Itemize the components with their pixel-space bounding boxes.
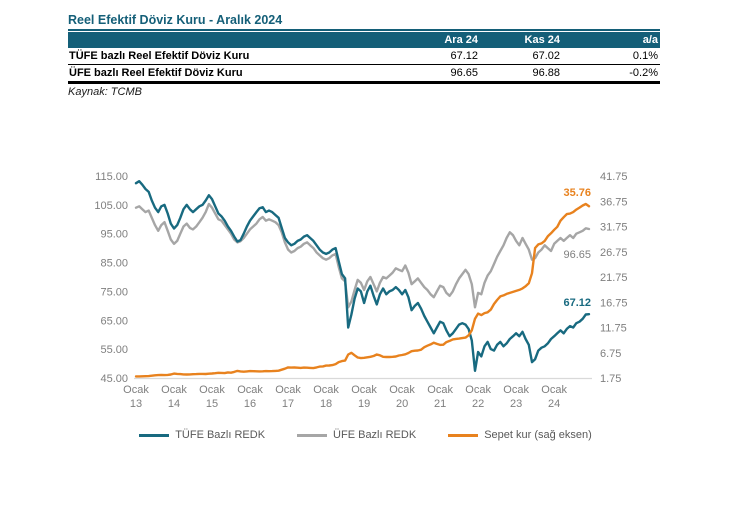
title-underline xyxy=(68,29,660,31)
x-axis-tick-label-month: Ocak xyxy=(427,384,453,396)
series-end-label-2: 35.76 xyxy=(563,187,591,199)
tufe-aa-value: 0.1% xyxy=(562,48,660,65)
x-axis-tick-label-month: Ocak xyxy=(313,384,339,396)
right-axis-tick-label: 16.75 xyxy=(600,297,628,309)
right-axis-tick-label: 11.75 xyxy=(600,323,627,335)
x-axis-tick-label-month: Ocak xyxy=(503,384,529,396)
ufe-ara24-value: 96.65 xyxy=(388,64,480,84)
left-axis-tick-label: 45.00 xyxy=(100,373,128,385)
x-axis-tick-label-month: Ocak xyxy=(541,384,567,396)
x-axis-tick-label-month: Ocak xyxy=(465,384,491,396)
x-axis-tick-label-month: Ocak xyxy=(389,384,415,396)
legend-item-sepet: Sepet kur (sağ eksen) xyxy=(448,429,592,441)
summary-table: Ara 24 Kas 24 a/a TÜFE bazlı Reel Efekti… xyxy=(68,32,660,84)
legend-label-tufe: TÜFE Bazlı REDK xyxy=(175,429,266,441)
legend-line-sample-ufe xyxy=(297,433,328,437)
legend-item-tufe: TÜFE Bazlı REDK xyxy=(139,429,265,441)
left-axis-tick-label: 75.00 xyxy=(100,286,128,298)
table-header-row: Ara 24 Kas 24 a/a xyxy=(68,32,660,48)
left-axis-tick-label: 65.00 xyxy=(100,315,128,327)
left-axis-tick-label: 85.00 xyxy=(100,258,128,270)
right-axis-tick-label: 1.75 xyxy=(600,373,621,385)
legend-label-sepet: Sepet kur (sağ eksen) xyxy=(484,429,592,441)
x-axis-tick-label-year: 13 xyxy=(130,398,142,410)
x-axis-tick-label-year: 14 xyxy=(168,398,180,410)
x-axis-tick-label-year: 17 xyxy=(282,398,294,410)
table-row-tufe: TÜFE bazlı Reel Efektif Döviz Kuru 67.12… xyxy=(68,48,660,65)
right-axis-tick-label: 6.75 xyxy=(600,348,621,360)
row-label-tufe: TÜFE bazlı Reel Efektif Döviz Kuru xyxy=(68,48,388,65)
left-axis-tick-label: 105.00 xyxy=(94,200,128,212)
x-axis-tick-label-year: 20 xyxy=(396,398,408,410)
x-axis-tick-label-month: Ocak xyxy=(199,384,225,396)
left-axis-tick-label: 55.00 xyxy=(100,344,128,356)
right-axis-tick-label: 41.75 xyxy=(600,171,628,183)
x-axis-tick-label-year: 24 xyxy=(548,398,560,410)
table-header-kas24: Kas 24 xyxy=(480,32,562,48)
tufe-kas24-value: 67.02 xyxy=(480,48,562,65)
ufe-kas24-value: 96.88 xyxy=(480,64,562,84)
x-axis-tick-label-year: 22 xyxy=(472,398,484,410)
x-axis-tick-label-year: 18 xyxy=(320,398,332,410)
right-axis-tick-label: 21.75 xyxy=(600,272,628,284)
series-line-2 xyxy=(134,202,591,378)
x-axis-tick-label-year: 15 xyxy=(206,398,218,410)
x-axis-tick-label-month: Ocak xyxy=(237,384,263,396)
row-label-ufe: ÜFE bazlı Reel Efektif Döviz Kuru xyxy=(68,64,388,84)
legend-label-ufe: ÜFE Bazlı REDK xyxy=(333,429,417,441)
x-axis-tick-label-year: 16 xyxy=(244,398,256,410)
right-axis-tick-label: 36.75 xyxy=(600,196,628,208)
x-axis-tick-label-year: 19 xyxy=(358,398,370,410)
left-axis-tick-label: 95.00 xyxy=(100,229,128,241)
series-line-0 xyxy=(134,180,591,373)
chart-legend: TÜFE Bazlı REDK ÜFE Bazlı REDK Sepet kur… xyxy=(78,427,653,443)
right-axis-tick-label: 31.75 xyxy=(600,222,628,234)
left-axis-tick-label: 115.00 xyxy=(95,171,128,183)
table-row-ufe: ÜFE bazlı Reel Efektif Döviz Kuru 96.65 … xyxy=(68,64,660,84)
x-axis-tick-label-month: Ocak xyxy=(161,384,187,396)
table-header-ara24: Ara 24 xyxy=(388,32,480,48)
table-header-empty xyxy=(68,32,388,48)
x-axis-tick-label-month: Ocak xyxy=(275,384,301,396)
tufe-ara24-value: 67.12 xyxy=(388,48,480,65)
line-chart: 115.00 105.00 95.00 85.00 75.00 65.00 55.00 45.… xyxy=(94,171,628,410)
legend-line-sample-tufe xyxy=(139,433,170,437)
ufe-aa-value: -0.2% xyxy=(562,64,660,84)
series-line-1 xyxy=(134,202,591,309)
x-axis-tick-label-year: 23 xyxy=(510,398,522,410)
legend-item-ufe: ÜFE Bazlı REDK xyxy=(297,429,416,441)
report-title: Reel Efektif Döviz Kuru - Aralık 2024 xyxy=(68,13,283,27)
series-end-label-1: 96.65 xyxy=(563,249,591,261)
x-axis-tick-label-month: Ocak xyxy=(123,384,149,396)
x-axis-tick-label-year: 21 xyxy=(434,398,446,410)
series-end-label-0: 67.12 xyxy=(563,297,591,309)
source-note: Kaynak: TCMB xyxy=(68,86,142,98)
table-header-aa: a/a xyxy=(562,32,660,48)
legend-line-sample-sepet xyxy=(448,433,479,437)
right-axis-tick-label: 26.75 xyxy=(600,247,628,259)
x-axis-tick-label-month: Ocak xyxy=(351,384,377,396)
